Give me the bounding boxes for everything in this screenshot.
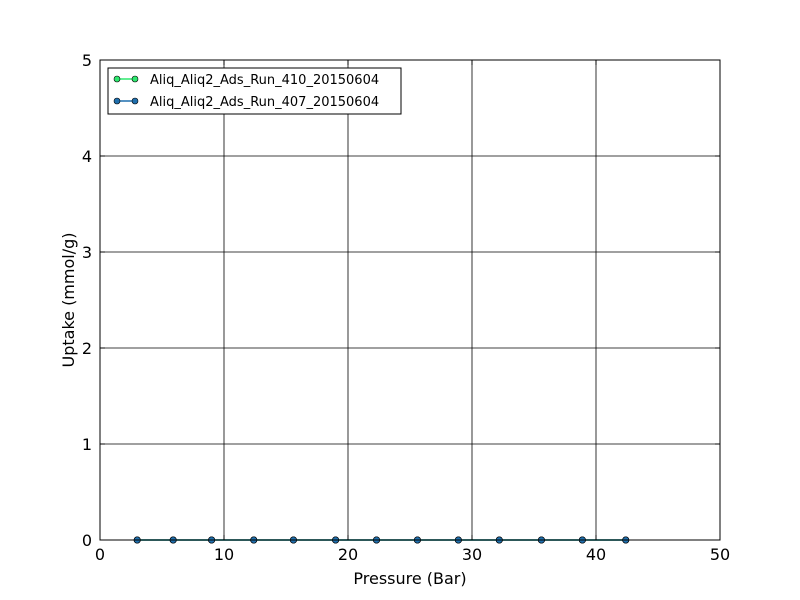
x-tick-label: 0 [95,545,105,564]
legend-swatch-marker [113,75,121,83]
y-tick-label: 3 [82,243,92,262]
legend-swatch-marker [131,75,139,83]
x-tick-label: 30 [462,545,482,564]
y-tick-label: 1 [82,435,92,454]
y-tick-label: 5 [82,51,92,70]
legend-label: Aliq_Aliq2_Ads_Run_410_20150604 [150,73,379,88]
legend-label: Aliq_Aliq2_Ads_Run_407_20150604 [150,95,379,110]
y-tick-label: 2 [82,339,92,358]
legend-swatch-marker [113,97,121,105]
axis-ticks: 0 10 20 30 40 50 0 1 2 3 4 5 [82,51,730,564]
grid [100,60,720,540]
y-tick-label: 0 [82,531,92,550]
x-tick-label: 50 [710,545,730,564]
x-tick-label: 20 [338,545,358,564]
x-tick-label: 40 [586,545,606,564]
legend-swatch-marker [131,97,139,105]
y-axis-label: Uptake (mmol/g) [59,232,78,367]
plot-frame [99,59,721,541]
y-tick-label: 4 [82,147,92,166]
legend-frame [107,67,402,115]
legend: Aliq_Aliq2_Ads_Run_410_20150604 Aliq_Aliq… [107,67,402,115]
x-tick-label: 10 [214,545,234,564]
x-axis-label: Pressure (Bar) [353,569,466,588]
